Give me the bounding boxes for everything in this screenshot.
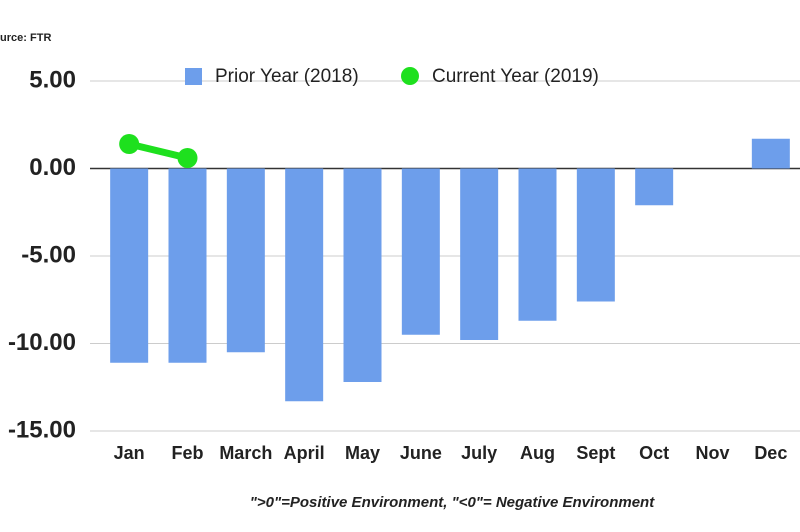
legend-label: Prior Year (2018) <box>215 66 359 87</box>
bar <box>518 168 557 321</box>
source: Source: FTR <box>0 32 51 44</box>
y-tick-label: -15.00 <box>8 416 76 443</box>
x-tick-label: Jan <box>114 443 145 463</box>
x-tick-label: May <box>345 443 380 463</box>
point <box>177 148 198 168</box>
x-tick-label: Oct <box>639 443 669 463</box>
y-tick-label: -5.00 <box>21 241 76 268</box>
bar <box>110 168 149 363</box>
bar <box>635 168 674 206</box>
x-tick-label: Feb <box>171 443 203 463</box>
legend-marker <box>185 68 202 85</box>
bar <box>168 168 207 363</box>
point <box>119 134 140 154</box>
y-tick-label: -10.00 <box>8 329 76 356</box>
bar <box>343 168 382 382</box>
x-tick-label: March <box>219 443 272 463</box>
bar <box>576 168 615 302</box>
x-tick-label: July <box>461 443 497 463</box>
bar <box>285 168 324 402</box>
x-tick-label: April <box>284 443 325 463</box>
legend-label: Current Year (2019) <box>432 66 599 87</box>
x-tick-label: Dec <box>754 443 787 463</box>
bar <box>460 168 499 340</box>
y-tick-label: 5.00 <box>29 66 76 93</box>
y-tick-label: 0.00 <box>29 154 76 181</box>
legend-marker <box>401 67 419 85</box>
bar <box>751 138 790 169</box>
x-tick-label: June <box>400 443 442 463</box>
bar <box>226 168 265 353</box>
x-tick-label: Aug <box>520 443 555 463</box>
x-tick-label: Nov <box>695 443 729 463</box>
note: ">0"=Positive Environment, "<0"= Negativ… <box>250 494 655 511</box>
x-tick-label: Sept <box>576 443 615 463</box>
bar <box>401 168 440 335</box>
